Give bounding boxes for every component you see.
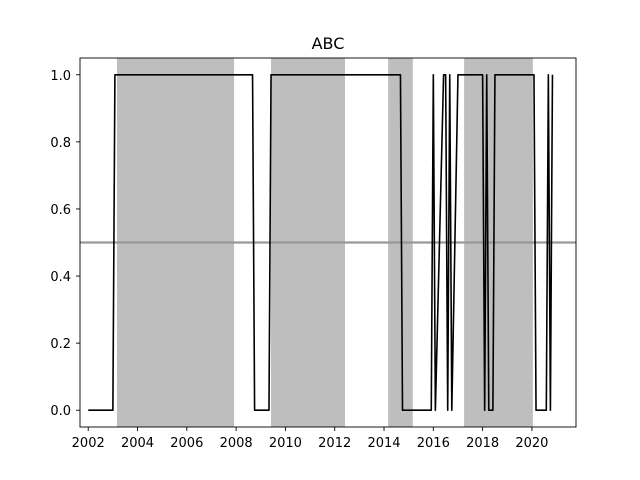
y-tick-label: 0.6 <box>50 203 71 218</box>
x-tick-label: 2008 <box>220 436 253 451</box>
x-tick-label: 2002 <box>72 436 105 451</box>
axes <box>79 57 577 428</box>
series-lines <box>88 73 554 412</box>
x-tick-label: 2010 <box>269 436 302 451</box>
x-tick-label: 2004 <box>121 436 154 451</box>
x-tick-label: 2006 <box>170 436 203 451</box>
plot-frame <box>79 57 577 428</box>
x-tick-label: 2020 <box>515 436 548 451</box>
chart-title: ABC <box>312 34 345 53</box>
y-tick-label: 0.0 <box>50 404 71 419</box>
x-tick-label: 2014 <box>367 436 400 451</box>
x-axis-ticks: 2002 2004 2006 2008 2010 2012 2014 2016 2018 2020 <box>72 427 548 451</box>
y-tick-label: 0.4 <box>50 270 71 285</box>
x-tick-label: 2018 <box>466 436 499 451</box>
y-tick-label: 1.0 <box>50 69 71 84</box>
y-tick-label: 0.8 <box>50 136 71 151</box>
x-tick-label: 2016 <box>417 436 450 451</box>
y-tick-label: 0.2 <box>50 337 71 352</box>
series-line-1 <box>88 73 554 412</box>
y-axis-ticks: 0.0 0.2 0.4 0.6 0.8 1.0 <box>50 69 80 419</box>
x-tick-label: 2012 <box>318 436 351 451</box>
